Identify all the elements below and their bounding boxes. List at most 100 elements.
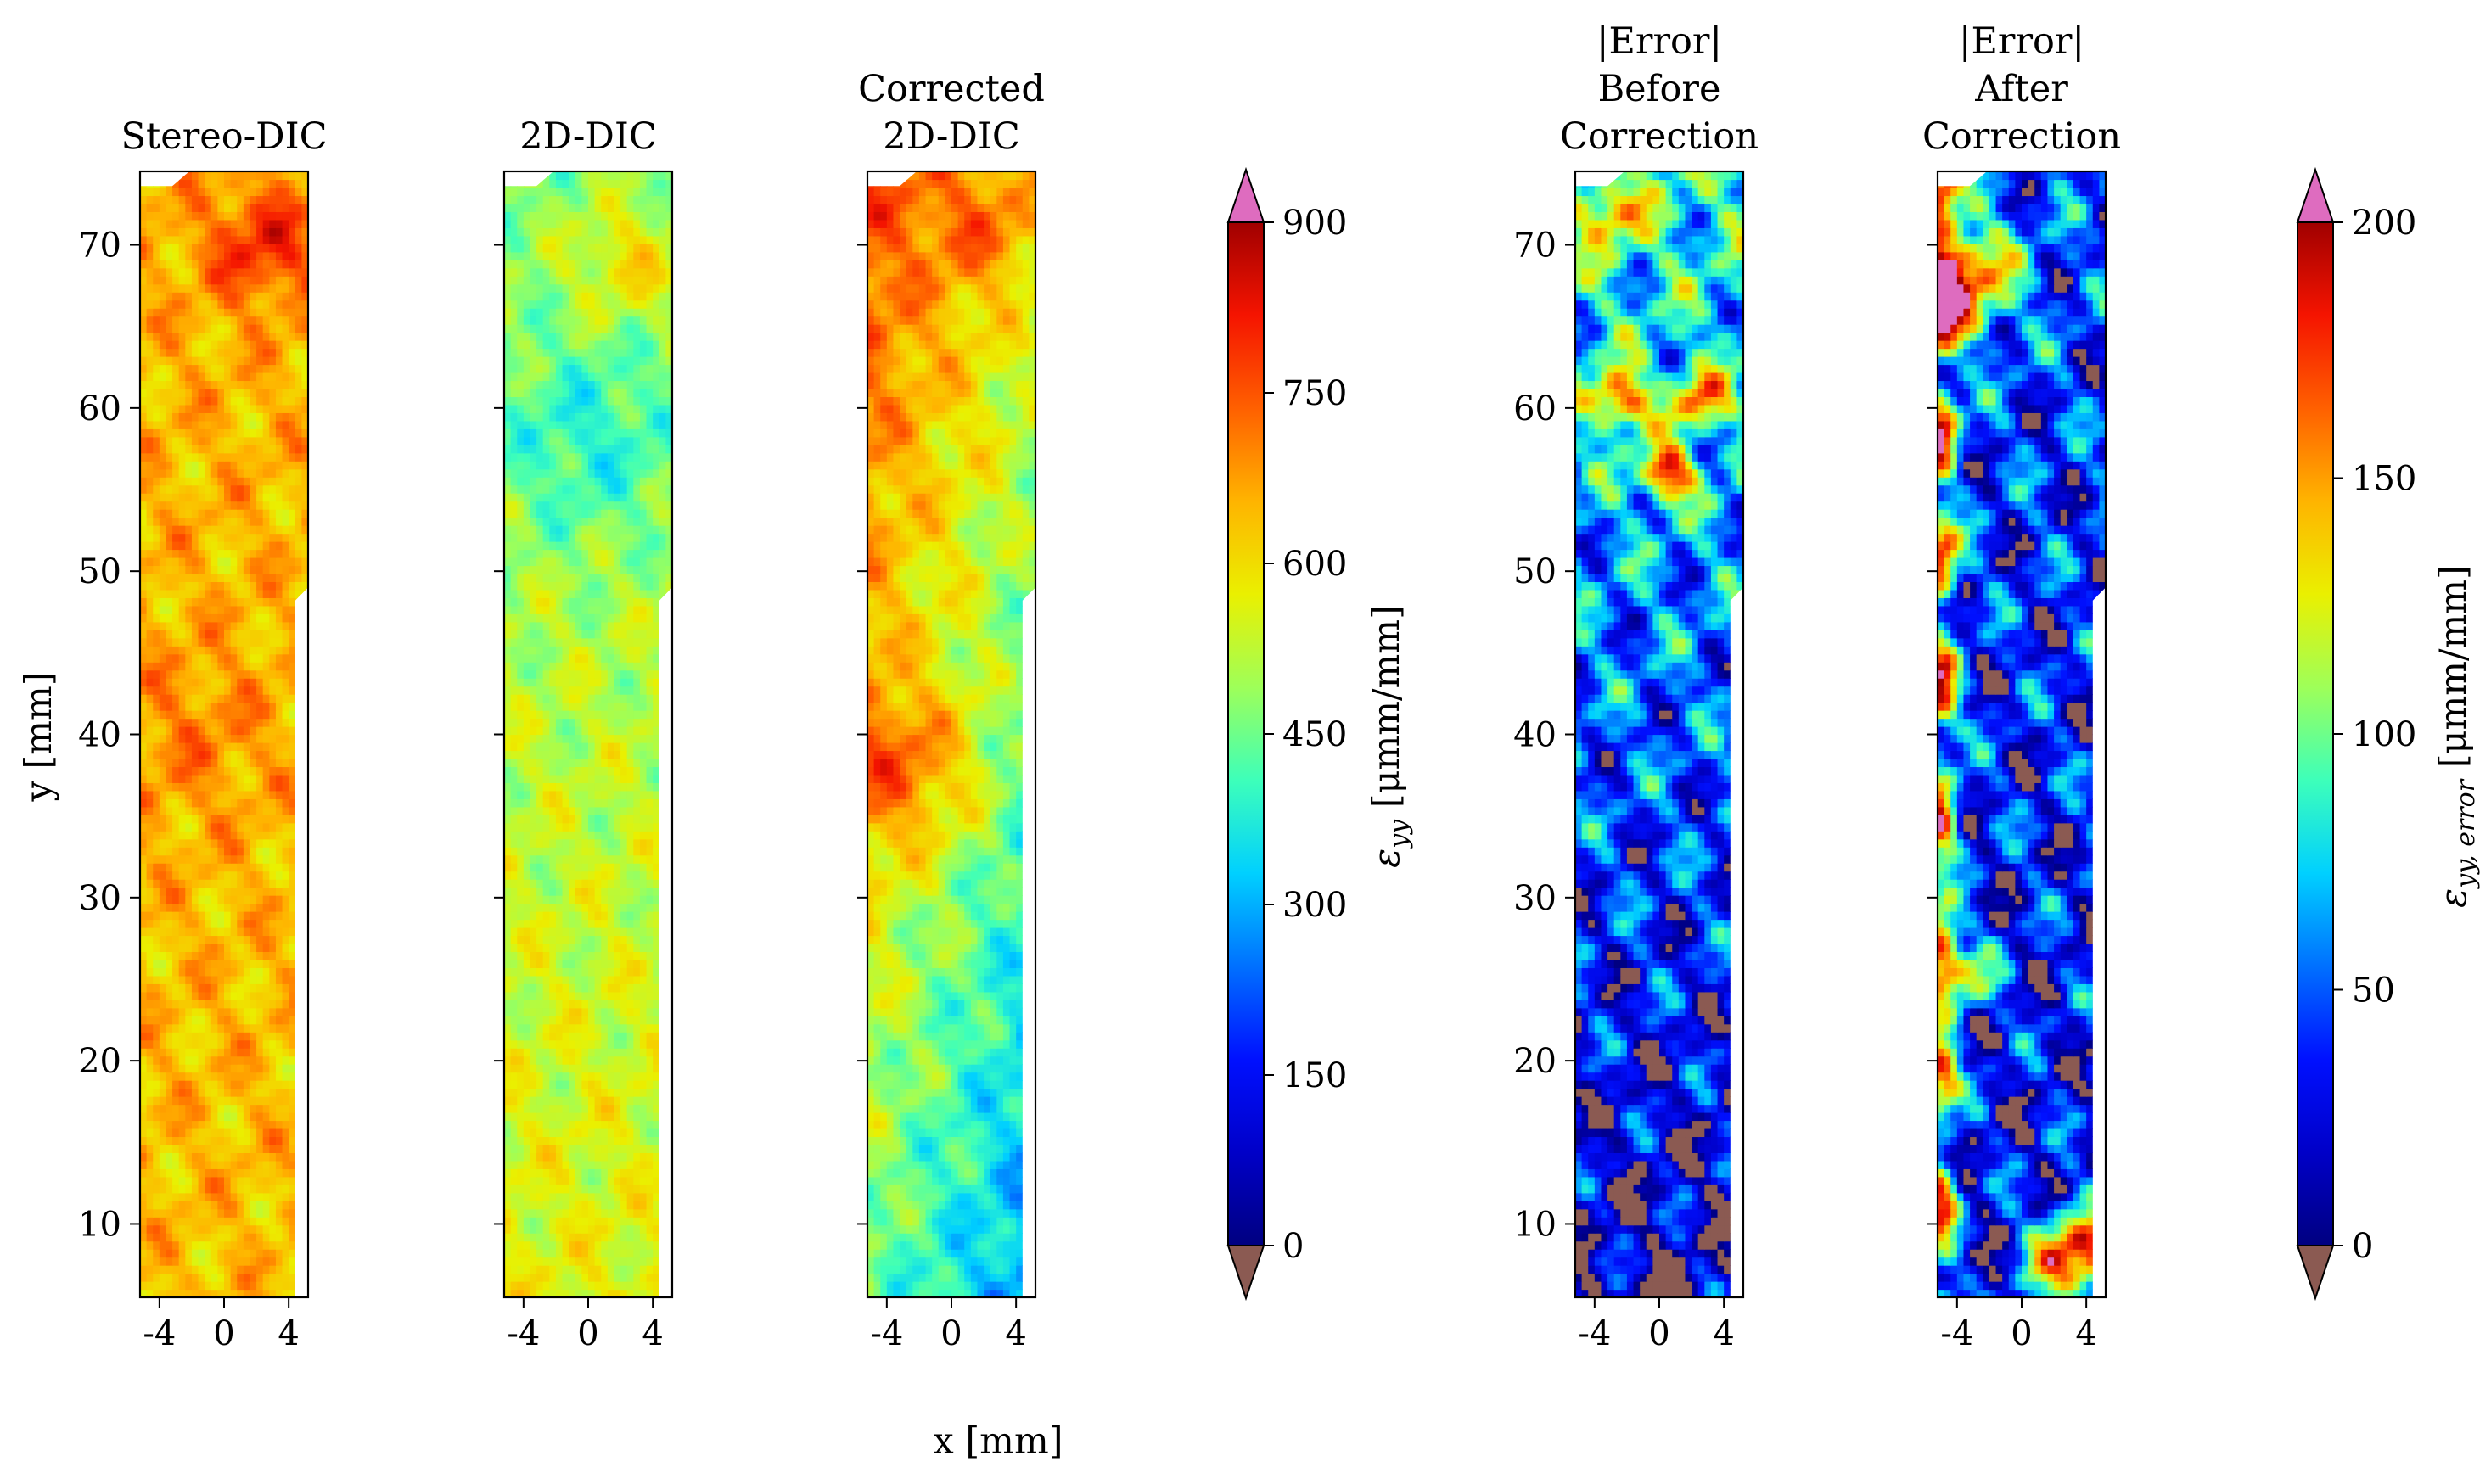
heatmap-cell (185, 316, 193, 325)
heatmap-cell (289, 1016, 296, 1025)
heatmap-cell (601, 943, 609, 953)
heatmap-cell (626, 1217, 634, 1226)
heatmap-cell (172, 267, 180, 277)
heatmap-cell (542, 1152, 550, 1162)
heatmap-cell (198, 669, 205, 679)
heatmap-cell (140, 1144, 148, 1153)
heatmap-cell (146, 903, 154, 912)
heatmap-cell (185, 1208, 193, 1218)
heatmap-cell (504, 959, 512, 968)
heatmap-cell (256, 863, 264, 872)
heatmap-cell (530, 895, 537, 904)
heatmap-cell (562, 1007, 569, 1016)
heatmap-cell (536, 1240, 544, 1250)
heatmap-cell (510, 1064, 518, 1073)
heatmap-cell (159, 1281, 167, 1291)
heatmap-cell (217, 493, 225, 502)
heatmap-cell (159, 276, 167, 285)
heatmap-cell (620, 1032, 628, 1041)
heatmap-cell (153, 653, 160, 663)
heatmap-cell (153, 557, 160, 567)
heatmap-cell (639, 1120, 648, 1129)
heatmap-cell (243, 501, 251, 510)
heatmap-cell (639, 911, 648, 921)
heatmap-cell (282, 1007, 289, 1016)
heatmap-cell (530, 1217, 537, 1226)
heatmap-cell (172, 718, 180, 727)
heatmap-cell (198, 380, 205, 389)
heatmap-cell (224, 1023, 232, 1033)
heatmap-cell (140, 975, 148, 984)
heatmap-cell (243, 1112, 251, 1122)
heatmap-cell (523, 1265, 531, 1274)
heatmap-cell (166, 911, 173, 921)
heatmap-cell (205, 276, 212, 285)
heatmap-cell (256, 364, 264, 373)
heatmap-cell (282, 967, 289, 977)
heatmap-cell (523, 887, 531, 896)
heatmap-cell (237, 388, 244, 397)
heatmap-cell (275, 1039, 283, 1049)
heatmap-cell (282, 1080, 289, 1089)
heatmap-cell (178, 621, 186, 630)
heatmap-cell (210, 445, 218, 454)
heatmap-cell (301, 260, 308, 269)
heatmap-cell (530, 967, 537, 977)
heatmap-cell (198, 1233, 205, 1242)
heatmap-cell (146, 267, 154, 277)
heatmap-cell (237, 1039, 244, 1049)
heatmap-cell (230, 887, 238, 896)
heatmap-cell (594, 927, 602, 937)
heatmap-cell (607, 975, 615, 984)
heatmap-cell (262, 356, 270, 366)
heatmap-cell (262, 195, 270, 204)
heatmap-cell (607, 935, 615, 944)
heatmap-cell (555, 1023, 564, 1033)
heatmap-cell (237, 806, 244, 815)
heatmap-cell (659, 1088, 666, 1097)
heatmap-cell (581, 1249, 589, 1258)
heatmap-cell (153, 879, 160, 888)
heatmap-cell (256, 653, 264, 663)
heatmap-cell (607, 1152, 615, 1162)
heatmap-cell (275, 461, 283, 470)
heatmap-cell (237, 686, 244, 695)
heatmap-cell (614, 1088, 621, 1097)
heatmap-cell (224, 179, 232, 188)
heatmap-cell (230, 686, 238, 695)
heatmap-cell (205, 1184, 212, 1194)
heatmap-cell (217, 1249, 225, 1258)
heatmap-cell (295, 493, 302, 502)
heatmap-cell (633, 1080, 641, 1089)
heatmap-cell (224, 1064, 232, 1073)
heatmap-cell (224, 742, 232, 752)
heatmap-cell (607, 1289, 615, 1297)
heatmap-cell (210, 1265, 218, 1274)
heatmap-cell (250, 710, 257, 720)
heatmap-cell (185, 348, 193, 357)
heatmap-cell (159, 316, 167, 325)
heatmap-cell (243, 734, 251, 743)
heatmap-cell (140, 815, 148, 824)
heatmap-cell (172, 879, 180, 888)
heatmap-cell (289, 1233, 296, 1242)
heatmap-cell (243, 1265, 251, 1274)
heatmap-cell (178, 1088, 186, 1097)
heatmap-cell (237, 621, 244, 630)
heatmap-cell (536, 1023, 544, 1033)
heatmap-cell (230, 1112, 238, 1122)
heatmap-cell (569, 1249, 576, 1258)
heatmap-cell (146, 283, 154, 293)
heatmap-cell (614, 1007, 621, 1016)
heatmap-cell (289, 525, 296, 535)
heatmap-cell (224, 702, 232, 711)
heatmap-cell (153, 1168, 160, 1178)
heatmap-cell (581, 991, 589, 1000)
heatmap-cell (140, 525, 148, 535)
heatmap-cell (243, 356, 251, 366)
heatmap-cell (140, 1224, 148, 1234)
heatmap-cell (653, 1112, 660, 1122)
heatmap-cell (289, 1152, 296, 1162)
heatmap-cell (250, 782, 257, 792)
heatmap-cell (140, 991, 148, 1000)
